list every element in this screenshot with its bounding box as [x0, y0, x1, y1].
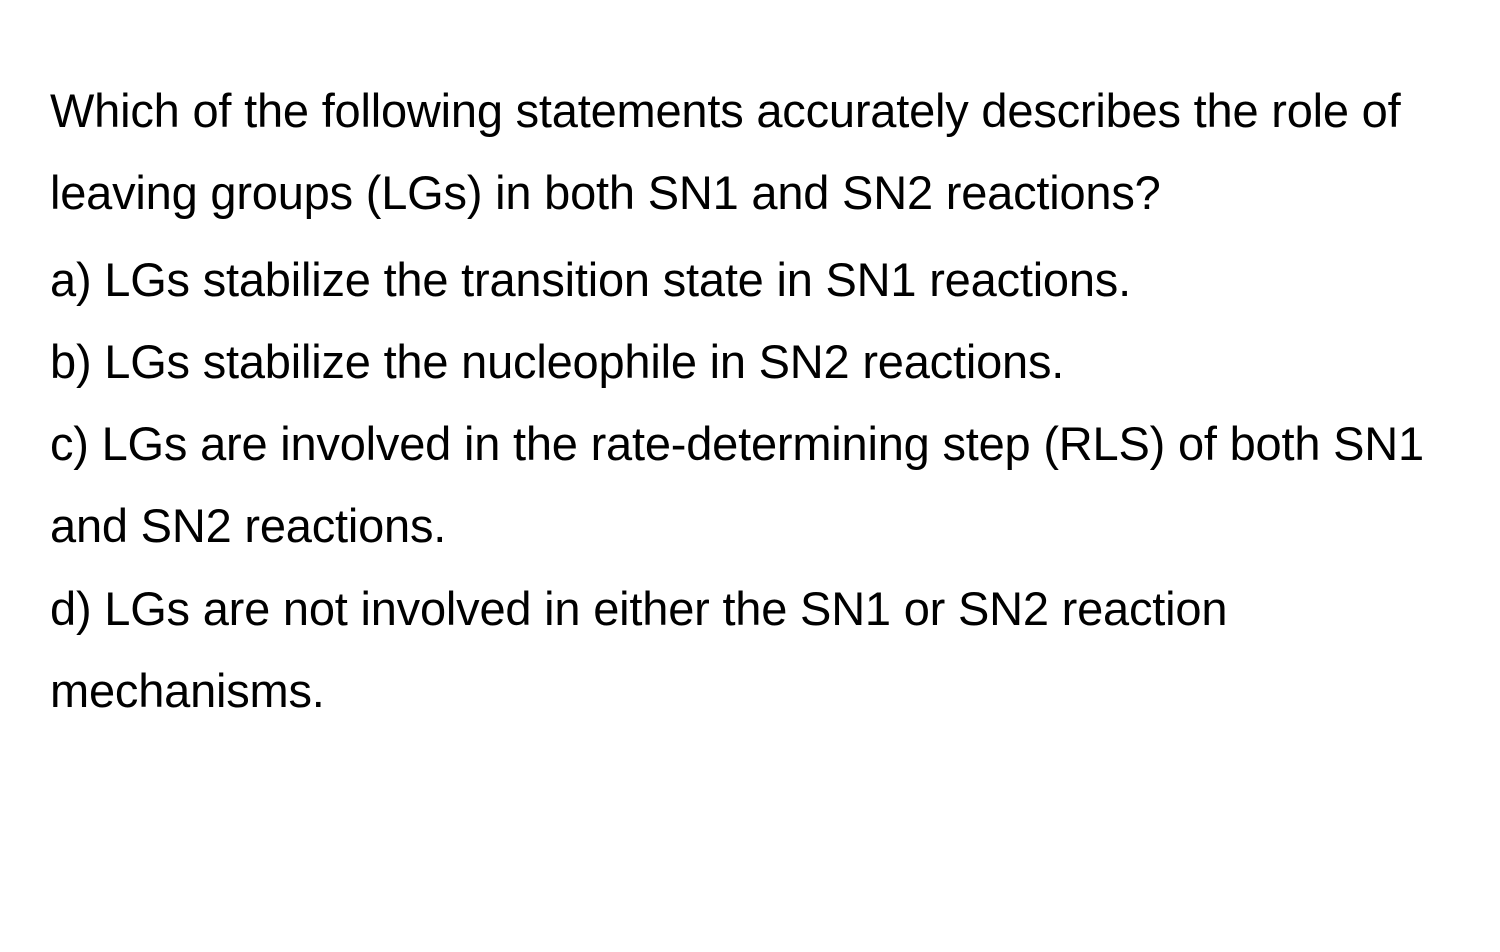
question-text: Which of the following statements accura… — [50, 70, 1450, 235]
option-a: a) LGs stabilize the transition state in… — [50, 239, 1450, 321]
option-b: b) LGs stabilize the nucleophile in SN2 … — [50, 321, 1450, 403]
option-c: c) LGs are involved in the rate-determin… — [50, 403, 1450, 568]
question-block: Which of the following statements accura… — [50, 70, 1450, 732]
document-container: Which of the following statements accura… — [0, 0, 1500, 952]
option-d: d) LGs are not involved in either the SN… — [50, 568, 1450, 733]
